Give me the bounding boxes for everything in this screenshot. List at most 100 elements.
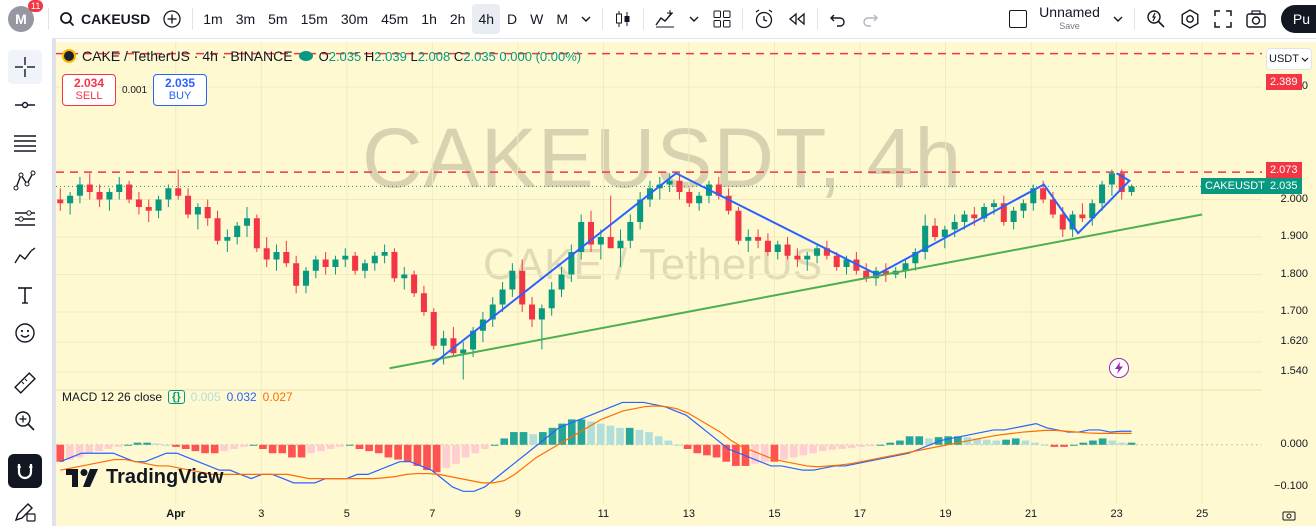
candle-body <box>990 203 997 207</box>
interval-4h[interactable]: 4h <box>472 4 501 34</box>
indicators-button[interactable] <box>648 4 682 34</box>
undo-button[interactable] <box>822 4 854 34</box>
candle-body <box>224 237 231 241</box>
magnet-tool-button[interactable] <box>8 454 42 488</box>
candle-body <box>371 255 378 264</box>
crosshair-tool-button[interactable] <box>8 50 42 84</box>
macd-tick-label: 0.000 <box>1280 437 1308 450</box>
divider <box>192 8 194 30</box>
macd-histogram-bar <box>181 444 190 449</box>
chevron-down-icon <box>1113 16 1123 22</box>
replay-button[interactable] <box>781 4 813 34</box>
candle-body <box>794 255 801 260</box>
candle-body <box>1010 210 1017 222</box>
interval-15m[interactable]: 15m <box>300 11 328 27</box>
layout-switcher-button[interactable]: Unnamed Save <box>1003 4 1106 34</box>
measure-tool-button[interactable] <box>8 366 42 400</box>
sell-button[interactable]: 2.034 SELL <box>62 74 116 106</box>
interval-30m[interactable]: 30m <box>340 11 369 27</box>
trade-widget: 2.034 SELL 0.001 2.035 BUY <box>62 74 208 106</box>
macd-signal-line <box>60 405 1132 484</box>
publish-button[interactable]: Pu <box>1280 5 1316 33</box>
compare-symbol-button[interactable] <box>156 4 188 34</box>
alert-button[interactable] <box>747 4 781 34</box>
snapshot-button[interactable] <box>1239 4 1273 34</box>
scale-corner[interactable] <box>1262 504 1316 526</box>
interval-D[interactable]: D <box>507 11 518 27</box>
redo-button[interactable] <box>854 4 886 34</box>
user-avatar[interactable]: M 11 <box>8 0 44 32</box>
fullscreen-button[interactable] <box>1207 4 1239 34</box>
settings-button[interactable] <box>1173 4 1207 34</box>
tradingview-logo[interactable]: TradingView <box>66 466 223 489</box>
macd-histogram-bar <box>1031 442 1039 445</box>
interval-W[interactable]: W <box>530 11 544 27</box>
trend-line-tool-button[interactable] <box>8 88 42 122</box>
macd-histogram-bar <box>326 444 335 449</box>
forecast-tool-button[interactable] <box>8 202 42 236</box>
text-tool-button[interactable] <box>8 278 42 312</box>
macd-histogram-bar <box>365 444 373 452</box>
buy-button[interactable]: 2.035 BUY <box>153 74 208 106</box>
candle-body <box>587 222 595 245</box>
candle-body <box>460 349 467 354</box>
interval-3m[interactable]: 3m <box>235 11 256 27</box>
alert-price-tag-mid[interactable]: 2.073 <box>1266 162 1302 178</box>
templates-button[interactable] <box>706 4 738 34</box>
macd-histogram-bar <box>452 444 460 464</box>
candles-chart-type-button[interactable] <box>607 4 639 34</box>
candle-body <box>243 218 251 226</box>
top-toolbar: M 11 CAKEUSD 1m 3m 5m 15m 30m 45m 1h 2h 4h D W M <box>0 0 1316 39</box>
macd-histogram-bar <box>1060 444 1068 447</box>
time-scale[interactable]: Apr 3 5 7 9 11 13 15 17 19 21 23 25 <box>56 504 1262 526</box>
price-scale[interactable]: USDT 2.3002.0001.9001.8001.7001.6201.540… <box>1262 42 1316 504</box>
candle-body <box>1108 173 1115 185</box>
candle-body <box>391 252 398 279</box>
pattern-tool-button[interactable] <box>8 164 42 198</box>
currency-selector[interactable]: USDT <box>1266 48 1312 70</box>
macd-histogram-bar <box>625 427 634 445</box>
time-tick-label: 13 <box>682 508 696 520</box>
brush-tool-button[interactable] <box>8 240 42 274</box>
candle-body <box>234 225 241 237</box>
buy-price: 2.035 <box>165 76 196 90</box>
interval-45m[interactable]: 45m <box>381 11 409 27</box>
interval-1m[interactable]: 1m <box>203 11 223 27</box>
emoji-tool-button[interactable] <box>8 316 42 350</box>
lightning-icon[interactable] <box>1109 358 1129 378</box>
interval-1h[interactable]: 1h <box>421 11 437 27</box>
candle-body <box>411 274 418 294</box>
interval-2h[interactable]: 2h <box>449 11 466 27</box>
interval-dropdown-button[interactable] <box>574 4 598 34</box>
candle-body <box>607 237 614 249</box>
interval-5m[interactable]: 5m <box>268 11 288 27</box>
candle-body <box>273 252 280 260</box>
spread-value: 0.001 <box>122 84 148 96</box>
candle-body <box>450 338 457 354</box>
chevron-down-icon <box>581 16 591 22</box>
macd-histogram-bar <box>567 419 576 445</box>
chart-canvas[interactable] <box>56 42 1262 504</box>
quick-search-button[interactable] <box>1139 4 1173 34</box>
candle-body <box>332 259 339 267</box>
macd-histogram-bar <box>394 444 402 460</box>
candle-body <box>922 225 929 252</box>
macd-histogram-bar <box>423 444 431 471</box>
macd-histogram-bar <box>722 444 731 462</box>
indicators-dropdown-button[interactable] <box>682 4 706 34</box>
macd-title: MACD 12 26 close <box>62 390 163 404</box>
draw-lock-button[interactable] <box>8 494 42 528</box>
zoom-tool-button[interactable] <box>8 404 42 438</box>
magnifier-lightning-icon <box>1147 10 1165 28</box>
interval-M[interactable]: M <box>556 11 569 27</box>
macd-settings-icon[interactable]: {} <box>168 390 185 404</box>
legend-toggle-icon[interactable] <box>62 49 76 63</box>
symbol-search-button[interactable]: CAKEUSD <box>53 4 156 34</box>
fib-tool-button[interactable] <box>8 126 42 160</box>
macd-histogram-bar <box>442 444 451 469</box>
layout-menu-button[interactable] <box>1106 4 1130 34</box>
macd-tick-label: −0.100 <box>1274 480 1308 493</box>
candle-body <box>1079 214 1086 219</box>
currency-label: USDT <box>1269 53 1299 65</box>
alert-price-tag-high[interactable]: 2.389 <box>1266 74 1302 90</box>
